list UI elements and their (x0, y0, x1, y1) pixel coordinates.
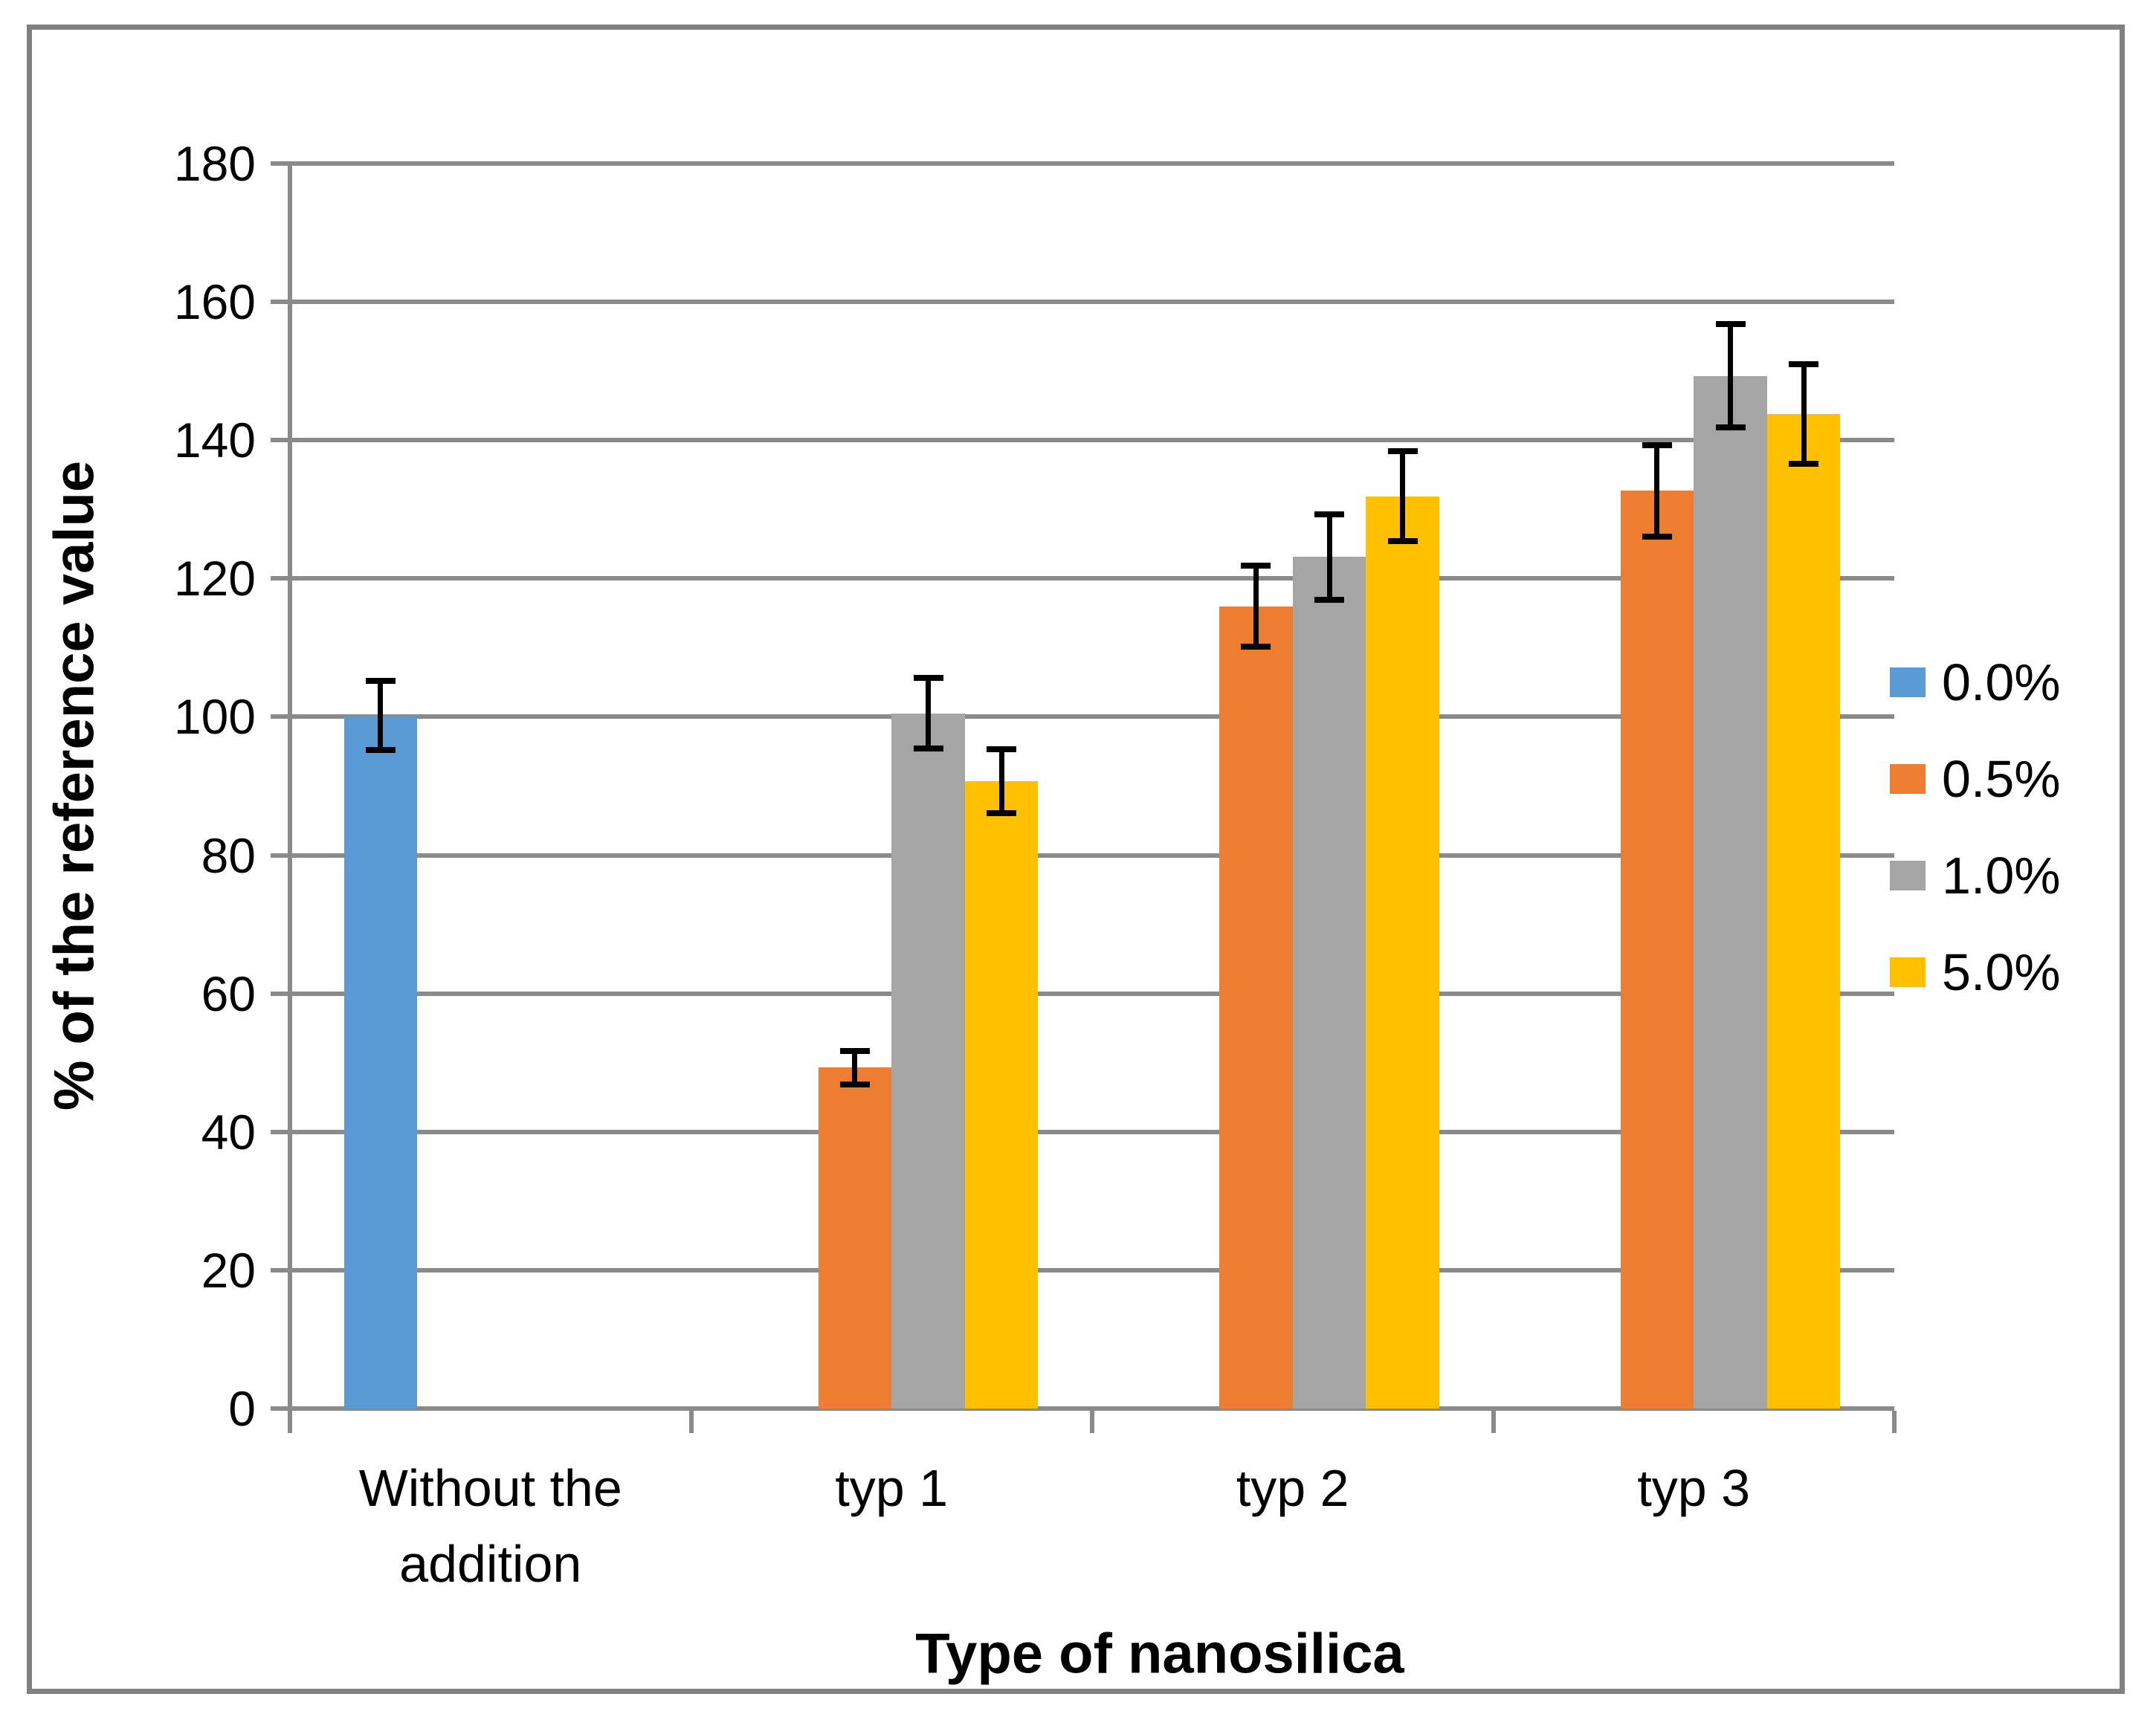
error-bar (852, 1050, 858, 1084)
error-bar (378, 681, 384, 751)
error-bar (1400, 451, 1406, 542)
error-bar (926, 678, 931, 749)
error-bar (998, 749, 1004, 813)
error-bar (1253, 565, 1259, 647)
legend-swatch (1890, 957, 1926, 987)
x-category-label: typ 3 (1637, 1459, 1751, 1517)
y-tick-label: 140 (173, 413, 256, 468)
y-axis-tick (271, 161, 290, 166)
bar-1.0%-typ 3 (1694, 375, 1767, 1409)
bar-5.0%-typ 1 (964, 780, 1039, 1409)
gridline (290, 1267, 1894, 1273)
error-bar-cap (1715, 320, 1746, 327)
error-bar-cap (913, 746, 943, 752)
y-tick-label: 60 (201, 966, 256, 1021)
error-bar-cap (1789, 360, 1819, 367)
legend-label: 5.0% (1942, 943, 2061, 1001)
legend-item: 0.5% (1890, 731, 2061, 827)
legend-item: 1.0% (1890, 827, 2061, 924)
error-bar-cap (1314, 597, 1344, 604)
y-axis-tick (271, 300, 290, 305)
legend-item: 0.0% (1890, 634, 2061, 731)
y-axis-tick (271, 853, 290, 858)
error-bar-cap (839, 1047, 870, 1054)
plot-area (290, 161, 1894, 1409)
legend-swatch (1890, 861, 1926, 890)
gridline (290, 853, 1894, 858)
gridline (290, 1129, 1894, 1134)
bar-1.0%-typ 2 (1292, 557, 1366, 1409)
error-bar (1654, 444, 1660, 537)
y-axis-tick (271, 1267, 290, 1273)
y-tick-label: 20 (201, 1242, 256, 1298)
error-bar-cap (987, 809, 1017, 816)
error-bar-cap (1642, 442, 1672, 448)
gridline (290, 576, 1894, 581)
y-tick-label: 160 (173, 274, 256, 330)
gridline (290, 714, 1894, 720)
y-tick-label: 180 (173, 136, 256, 191)
error-bar-cap (365, 747, 396, 754)
error-bar-cap (1387, 448, 1418, 455)
bar-0.5%-typ 3 (1620, 491, 1694, 1409)
figure-border (27, 25, 2125, 1694)
legend-label: 0.5% (1942, 750, 2061, 808)
x-category-label: typ 1 (835, 1459, 949, 1517)
x-category-label: typ 2 (1236, 1459, 1349, 1517)
y-tick-label: 120 (173, 551, 256, 607)
y-axis (288, 164, 292, 1409)
error-bar-cap (1387, 538, 1418, 545)
y-tick-label: 100 (173, 689, 256, 745)
bar-1.0%-typ 1 (891, 713, 965, 1409)
legend-label: 1.0% (1942, 847, 2061, 905)
bar-0.5%-typ 2 (1219, 606, 1293, 1409)
bar-0.5%-typ 1 (818, 1067, 892, 1409)
bar-5.0%-typ 3 (1766, 413, 1841, 1409)
y-axis-tick (271, 991, 290, 996)
error-bar (1801, 363, 1807, 464)
x-axis-tick (1491, 1411, 1496, 1433)
legend-swatch (1890, 764, 1926, 794)
gridline (290, 438, 1894, 443)
gridline (290, 161, 1894, 166)
x-category-label: Without the addition (358, 1459, 622, 1593)
error-bar-cap (1314, 511, 1344, 517)
error-bar-cap (365, 678, 396, 685)
y-axis-tick (271, 714, 290, 720)
x-axis-tick (688, 1411, 694, 1433)
y-tick-label: 80 (201, 827, 256, 883)
legend-item: 5.0% (1890, 924, 2061, 1021)
error-bar-cap (1642, 533, 1672, 540)
y-tick-label: 40 (201, 1104, 256, 1160)
x-axis (290, 1406, 1894, 1411)
error-bar-cap (1789, 460, 1819, 467)
error-bar (1728, 323, 1733, 428)
gridline (290, 991, 1894, 996)
y-tick-label: 0 (228, 1381, 256, 1436)
error-bar-cap (839, 1081, 870, 1087)
bar-0.0%-Without the addition (343, 715, 418, 1409)
y-axis-tick (271, 1406, 290, 1411)
y-axis-tick (271, 438, 290, 443)
error-bar-cap (1241, 644, 1271, 650)
error-bar-cap (1241, 562, 1271, 569)
y-axis-tick (271, 1129, 290, 1134)
legend: 0.0% 0.5% 1.0% 5.0% (1890, 634, 2061, 1021)
x-axis-tick (1090, 1411, 1094, 1433)
bar-5.0%-typ 2 (1366, 496, 1439, 1409)
legend-swatch (1890, 667, 1926, 697)
error-bar-cap (913, 675, 943, 682)
y-axis-title: % of the reference value (42, 460, 106, 1111)
error-bar (1326, 514, 1332, 601)
error-bar-cap (987, 746, 1017, 753)
error-bar-cap (1715, 424, 1746, 431)
x-axis-tick (1892, 1411, 1897, 1433)
gridline (290, 300, 1894, 305)
legend-label: 0.0% (1942, 653, 2061, 711)
x-axis-tick (288, 1411, 292, 1433)
y-axis-tick (271, 576, 290, 581)
x-axis-title: Type of nanosilica (915, 1622, 1404, 1686)
